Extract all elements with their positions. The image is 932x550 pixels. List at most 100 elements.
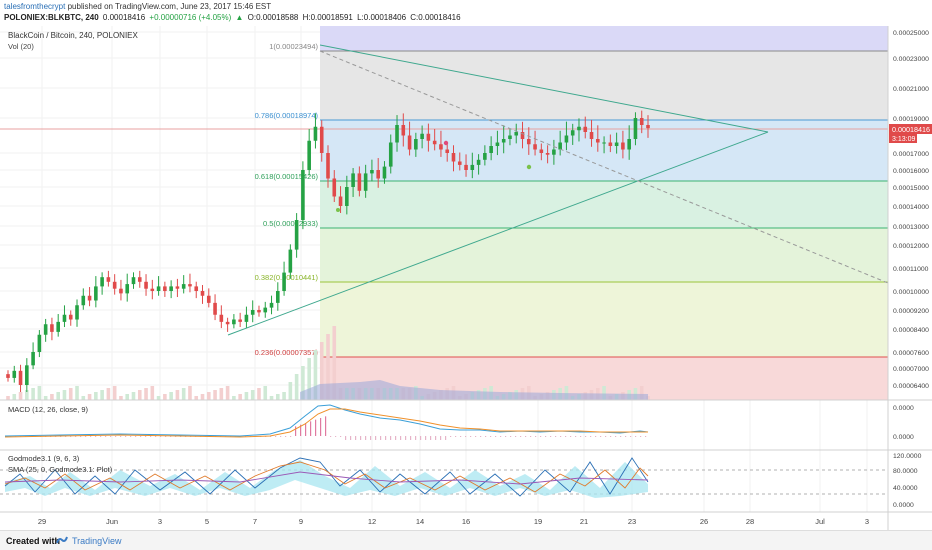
footer: Created with TradingView — [0, 530, 932, 550]
time-tick-label: Jul — [815, 517, 825, 526]
macd-hist-bar — [345, 436, 347, 440]
godmode-tick-label: 80.0000 — [893, 468, 918, 475]
volume-bars — [6, 326, 650, 400]
candle-body — [501, 139, 506, 143]
volume-bar — [602, 386, 606, 400]
volume-bar — [169, 392, 173, 400]
macd-hist-bar — [405, 436, 407, 440]
volume-bar — [188, 386, 192, 400]
volume-bar — [276, 394, 280, 400]
macd-hist-bar — [540, 436, 542, 437]
candle-body — [31, 352, 35, 366]
price-tick-label: 0.00025000 — [893, 30, 929, 37]
volume-bar — [282, 392, 286, 400]
volume-bar — [294, 374, 299, 400]
macd-hist-bar — [160, 436, 162, 437]
candle-body — [238, 319, 242, 322]
tradingview-brand[interactable]: TradingView — [72, 536, 122, 546]
macd-hist-bar — [580, 436, 582, 437]
candle-body — [206, 295, 211, 303]
volume-bar — [94, 392, 98, 400]
macd-hist-bar — [610, 436, 612, 437]
macd-hist-bar — [380, 436, 382, 440]
macd-hist-bar — [425, 436, 427, 440]
macd-hist-bar — [645, 436, 647, 437]
macd-hist-bar — [305, 423, 307, 436]
time-tick-label: 3 — [158, 517, 162, 526]
candle-body — [6, 374, 10, 378]
godmode-tick-label: 0.0000 — [893, 502, 914, 509]
price-tick-label: 0.00007000 — [893, 366, 929, 373]
price-tick-label: 0.00013000 — [893, 224, 929, 231]
volume-bar — [106, 388, 111, 400]
candle-body — [163, 286, 167, 291]
macd-hist-bar — [335, 436, 337, 437]
time-axis: 29 Jun 3 5 7 9 12 14 16 19 21 23 26 28 Jul 3 — [38, 517, 869, 526]
candle-body — [489, 146, 493, 153]
macd-hist-bar — [575, 436, 577, 437]
macd-hist-bar — [365, 436, 367, 440]
macd-hist-bar — [275, 436, 277, 437]
macd-hist-bar — [410, 436, 412, 440]
price-tick-label: 0.00023000 — [893, 56, 929, 63]
price-tick-label: 0.00015000 — [893, 185, 929, 192]
candle-body — [68, 314, 73, 320]
time-tick-label: 12 — [368, 517, 376, 526]
close-value: C:0.00018416 — [410, 13, 461, 22]
time-tick-label: 9 — [299, 517, 303, 526]
candle-body — [156, 286, 161, 291]
candle-body — [338, 196, 343, 206]
macd-hist-bar — [535, 436, 537, 437]
open-value: O:0.00018588 — [247, 13, 299, 22]
macd-hist-bar — [545, 436, 547, 437]
candle-body — [426, 133, 431, 141]
macd-hist-bar — [635, 436, 637, 437]
candle-body — [125, 284, 130, 294]
fib-level-label: 0.236(0.00007357) — [255, 348, 319, 357]
volume-bar — [100, 390, 104, 400]
candle-body — [137, 277, 142, 282]
candle-body — [621, 142, 625, 150]
volume-bar — [319, 342, 324, 400]
macd-hist-bar — [60, 436, 62, 437]
candle-body — [539, 149, 544, 153]
macd-hist-bar — [605, 436, 607, 437]
time-tick-label: 21 — [580, 517, 588, 526]
macd-hist-bar — [480, 436, 482, 437]
candle-body — [188, 284, 192, 287]
time-tick-label: 29 — [38, 517, 46, 526]
macd-hist-bar — [125, 436, 127, 437]
candle-body — [577, 126, 581, 131]
volume-bar — [156, 396, 161, 400]
macd-hist-bar — [445, 436, 447, 440]
candle-body — [388, 142, 393, 167]
volume-bar — [257, 388, 261, 400]
macd-hist-bar — [565, 436, 567, 437]
signal-dot — [336, 208, 340, 212]
macd-hist-bar — [140, 436, 142, 437]
candle-body — [476, 159, 481, 165]
macd-hist-bar — [630, 436, 632, 437]
price-tick-label: 0.00017000 — [893, 151, 929, 158]
candle-body — [100, 277, 104, 287]
volume-label: Vol (20) — [8, 42, 34, 51]
low-value: L:0.00018406 — [357, 13, 407, 22]
macd-hist-bar — [270, 436, 272, 437]
author-link[interactable]: talesfromthecrypt — [4, 2, 66, 11]
candle-body — [276, 291, 280, 303]
fib-level-label: 0.5(0.00012933) — [263, 219, 319, 228]
macd-hist-bar — [280, 436, 282, 437]
price-tick-label: 0.00007600 — [893, 350, 929, 357]
candle-body — [225, 321, 230, 325]
macd-hist-bar — [475, 436, 477, 437]
candle-body — [43, 324, 48, 335]
time-tick-label: Jun — [106, 517, 118, 526]
macd-hist-bar — [135, 436, 137, 437]
candle-body — [75, 305, 79, 320]
fib-level-label: 0.382(0.00010441) — [255, 273, 319, 282]
volume-bar — [200, 394, 205, 400]
macd-line — [4, 404, 649, 437]
candle-body — [558, 142, 562, 150]
godmode-subtitle: SMA (25, 0, Godmode3.1: Plot) — [8, 465, 113, 474]
